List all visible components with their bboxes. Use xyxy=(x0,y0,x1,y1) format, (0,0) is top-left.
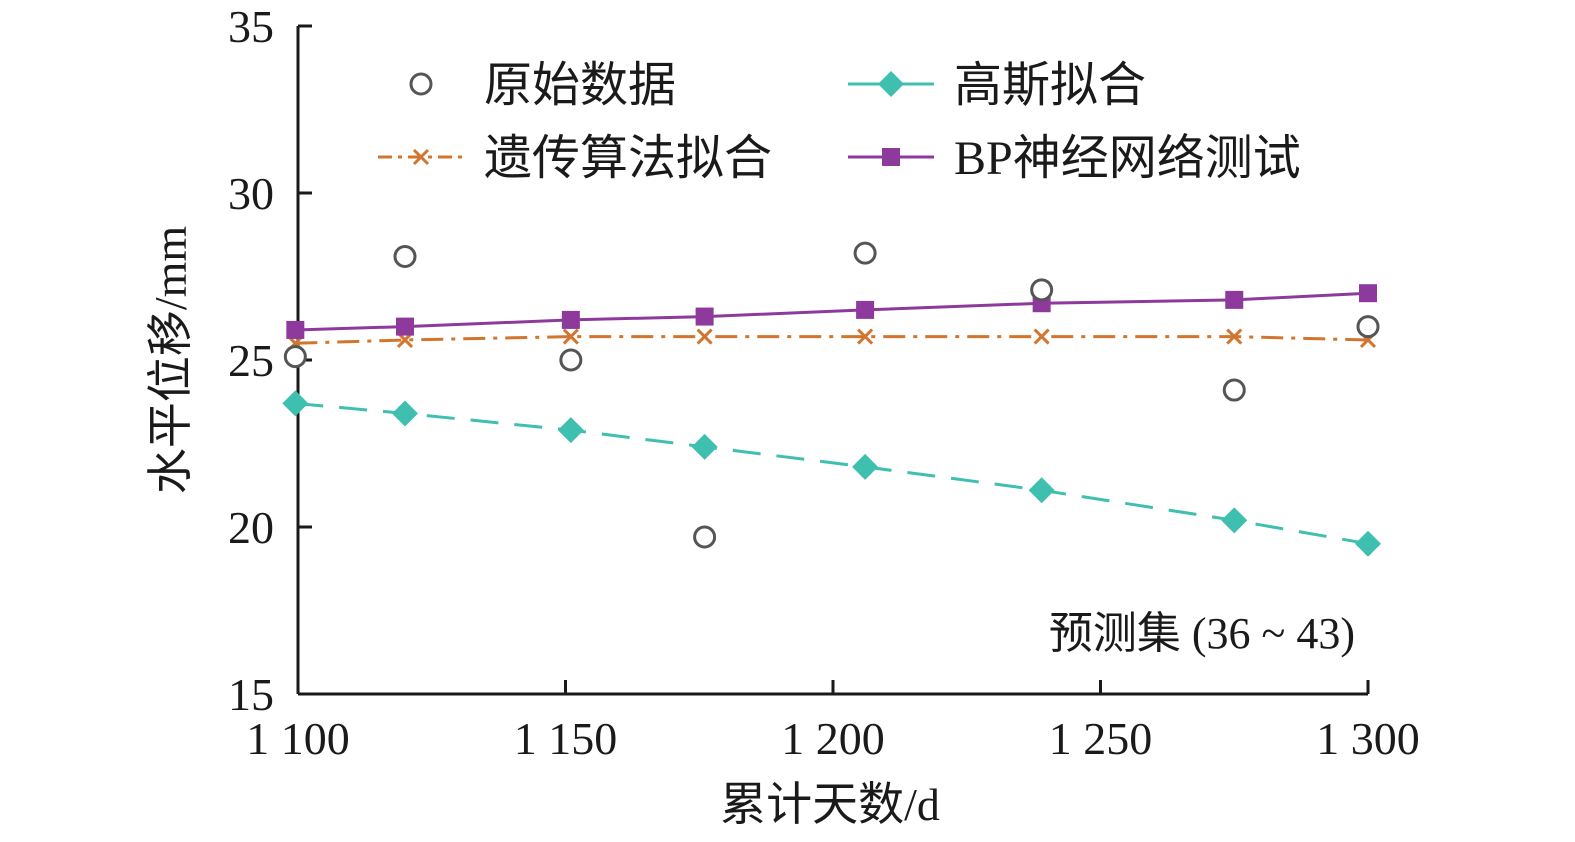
series-line-BP神经网络测试 xyxy=(295,291,1369,332)
point-高斯拟合-2 xyxy=(557,417,584,444)
point-遗传算法拟合-3 xyxy=(696,328,713,345)
point-BP神经网络测试-7 xyxy=(1359,284,1377,303)
y-tick-label-25: 25 xyxy=(228,335,274,386)
ticks: 15 20 25 30 35 1 100 1 150 1 200 1 250 1 300 xyxy=(228,1,1420,764)
legend-marker-遗传算法拟合 xyxy=(412,148,430,166)
legend-item-遗传算法拟合: 遗传算法拟合 xyxy=(378,132,772,185)
series-line-遗传算法拟合 xyxy=(295,335,1369,345)
x-tick-label-1300: 1 300 xyxy=(1316,713,1420,764)
point-遗传算法拟合-2 xyxy=(562,328,579,345)
x-tick-label-1150: 1 150 xyxy=(514,713,618,764)
point-原始数据-4 xyxy=(853,241,877,265)
point-BP神经网络测试-6 xyxy=(1225,290,1244,309)
x-tick-label-1250: 1 250 xyxy=(1049,713,1153,764)
x-axis-label: 累计天数/d xyxy=(720,779,940,830)
y-tick-label-35: 35 xyxy=(228,1,274,52)
chart-annotation: 预测集 (36 ~ 43) xyxy=(1049,609,1355,658)
point-原始数据-0 xyxy=(283,345,307,369)
point-遗传算法拟合-5 xyxy=(1033,328,1050,345)
point-高斯拟合-0 xyxy=(282,390,309,417)
y-axis-label: 水平位移/mm xyxy=(145,226,196,495)
series-原始数据 xyxy=(283,241,1380,549)
y-tick-label-20: 20 xyxy=(228,502,274,553)
point-原始数据-5 xyxy=(1030,278,1054,302)
axes xyxy=(296,26,1368,696)
point-BP神经网络测试-0 xyxy=(286,320,305,339)
point-原始数据-3 xyxy=(693,525,717,549)
point-遗传算法拟合-6 xyxy=(1226,328,1243,345)
point-原始数据-2 xyxy=(559,348,583,372)
legend-item-高斯拟合: 高斯拟合 xyxy=(848,59,1146,112)
point-BP神经网络测试-2 xyxy=(561,310,580,329)
legend-label-遗传算法拟合: 遗传算法拟合 xyxy=(484,132,772,185)
legend-marker-BP神经网络测试 xyxy=(882,148,900,166)
series-高斯拟合 xyxy=(282,390,1381,557)
point-高斯拟合-5 xyxy=(1028,477,1055,504)
point-BP神经网络测试-3 xyxy=(695,307,714,326)
point-高斯拟合-4 xyxy=(852,453,879,480)
point-高斯拟合-6 xyxy=(1221,507,1248,534)
legend-item-BP神经网络测试: BP神经网络测试 xyxy=(848,132,1301,185)
point-高斯拟合-3 xyxy=(691,433,718,460)
y-tick-label-30: 30 xyxy=(228,168,274,219)
x-tick-label-1100: 1 100 xyxy=(246,713,350,764)
legend-label-BP神经网络测试: BP神经网络测试 xyxy=(954,132,1301,185)
series-遗传算法拟合 xyxy=(287,328,1377,352)
series-line-高斯拟合 xyxy=(295,401,1369,546)
point-原始数据-7 xyxy=(1356,315,1380,339)
point-高斯拟合-1 xyxy=(392,400,418,427)
point-BP神经网络测试-1 xyxy=(396,317,414,336)
legend-label-高斯拟合: 高斯拟合 xyxy=(954,59,1146,112)
legend-marker-原始数据 xyxy=(409,72,433,96)
point-BP神经网络测试-4 xyxy=(856,300,875,319)
point-遗传算法拟合-4 xyxy=(857,328,874,345)
x-tick-label-1200: 1 200 xyxy=(781,713,885,764)
point-原始数据-6 xyxy=(1222,378,1246,402)
point-高斯拟合-7 xyxy=(1355,530,1381,557)
series-layer xyxy=(282,241,1381,557)
legend-label-原始数据: 原始数据 xyxy=(484,59,676,112)
series-BP神经网络测试 xyxy=(286,284,1377,339)
legend-item-原始数据: 原始数据 xyxy=(409,59,676,112)
y-tick-label-15: 15 xyxy=(228,669,274,720)
point-原始数据-1 xyxy=(393,244,417,268)
legend-marker-高斯拟合 xyxy=(878,71,904,97)
